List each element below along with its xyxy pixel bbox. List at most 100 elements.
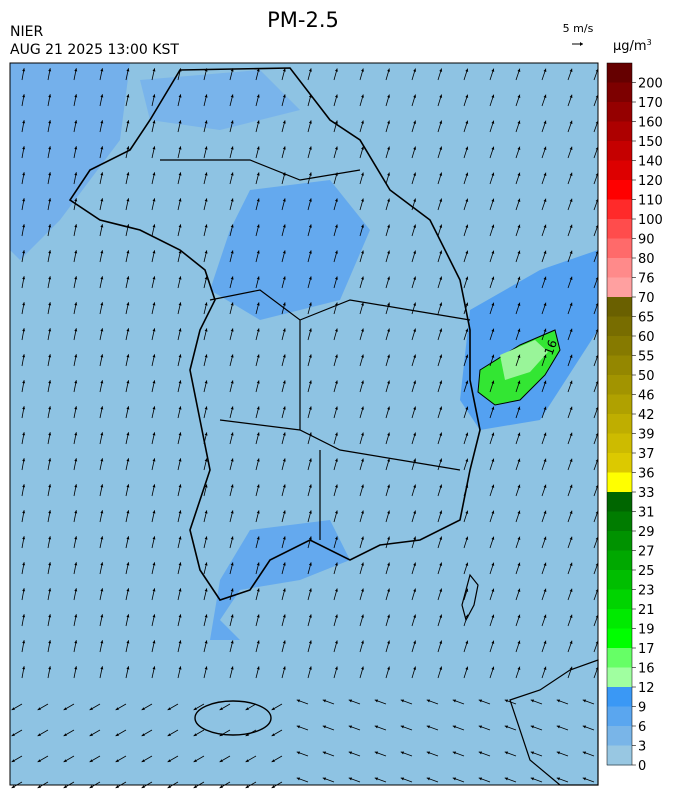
wind-arrow (21, 120, 26, 133)
wind-head (361, 302, 364, 306)
wind-head (256, 172, 260, 176)
wind-arrow (99, 172, 104, 185)
wind-head (543, 432, 547, 436)
wind-head (230, 354, 234, 358)
wind-arrow (359, 380, 364, 393)
wind-arrow (281, 432, 286, 445)
wind-head (100, 94, 104, 98)
wind-arrow (541, 224, 547, 237)
wind-head (48, 666, 52, 670)
wind-head (74, 640, 78, 644)
wind-arrow (177, 432, 182, 445)
wind-arrow (255, 458, 260, 471)
wind-arrow (296, 725, 309, 731)
colorbar-tick-label: 150 (638, 135, 663, 150)
wind-arrow (437, 224, 443, 237)
wind-arrow (348, 699, 361, 705)
wind-arrow (229, 510, 234, 523)
wind-head (517, 302, 521, 306)
wind-head (152, 562, 156, 566)
wind-head (491, 380, 495, 384)
wind-arrow (359, 614, 364, 627)
wind-head (178, 276, 182, 280)
wind-arrow (229, 198, 234, 211)
wind-head (439, 640, 443, 644)
wind-head (126, 458, 130, 462)
wind-head (230, 198, 234, 202)
wind-head (282, 432, 286, 436)
wind-head (204, 588, 208, 592)
wind-head (74, 458, 78, 462)
wind-arrow (515, 640, 521, 653)
wind-arrow (21, 302, 26, 315)
wind-head (22, 354, 26, 358)
wind-head (22, 380, 26, 384)
wind-arrow (437, 536, 443, 549)
wind-head (491, 510, 495, 514)
wind-arrow (255, 328, 260, 341)
wind-arrow (21, 354, 26, 367)
wind-head (465, 510, 469, 514)
wind-arrow (567, 120, 573, 133)
wind-head (48, 146, 52, 150)
wind-arrow (437, 510, 443, 523)
wind-head (465, 120, 469, 124)
wind-arrow (307, 146, 312, 159)
wind-head (387, 146, 390, 150)
wind-arrow (11, 755, 23, 763)
colorbar-tick-label: 76 (638, 272, 655, 287)
wind-arrow (411, 406, 417, 419)
wind-arrow (307, 120, 312, 133)
wind-arrow (193, 755, 205, 763)
pm-patch (140, 70, 300, 130)
wind-head (465, 276, 469, 280)
wind-head (100, 120, 104, 124)
wind-arrow (99, 640, 104, 653)
wind-head (387, 172, 390, 176)
wind-arrow (307, 250, 312, 263)
wind-head (543, 198, 547, 202)
wind-arrow (203, 172, 208, 185)
wind-arrow (151, 666, 156, 679)
wind-arrow (229, 458, 234, 471)
wind-arrow (411, 94, 417, 107)
wind-arrow (411, 354, 417, 367)
wind-arrow (411, 484, 417, 497)
wind-arrow (229, 224, 234, 237)
wind-head (308, 562, 312, 566)
wind-head (193, 707, 197, 710)
wind-head (543, 614, 547, 618)
wind-arrow (151, 614, 156, 627)
wind-head (491, 484, 495, 488)
wind-head (126, 562, 130, 566)
wind-arrow (271, 729, 283, 737)
colorbar-segment (607, 453, 632, 473)
wind-arrow (115, 755, 127, 763)
wind-arrow (229, 406, 234, 419)
wind-head (178, 172, 182, 176)
wind-head (543, 276, 547, 280)
wind-arrow (151, 458, 156, 471)
wind-head (74, 536, 78, 540)
wind-arrow (281, 354, 286, 367)
wind-arrow (489, 172, 495, 185)
wind-head (22, 328, 26, 332)
wind-head (543, 120, 547, 124)
wind-head (178, 302, 182, 306)
colorbar-segment (607, 726, 632, 746)
wind-arrow (125, 172, 130, 185)
wind-head (361, 458, 364, 462)
wind-arrow (400, 777, 413, 783)
wind-arrow (385, 68, 390, 81)
wind-head (100, 510, 104, 514)
wind-head (204, 380, 208, 384)
wind-head (167, 733, 171, 736)
wind-head (100, 458, 104, 462)
wind-arrow (151, 276, 156, 289)
wind-head (517, 172, 521, 176)
wind-arrow (359, 406, 364, 419)
wind-head (48, 458, 52, 462)
wind-arrow (504, 751, 517, 757)
unit: μg/m3 (613, 38, 652, 54)
wind-head (308, 666, 312, 670)
